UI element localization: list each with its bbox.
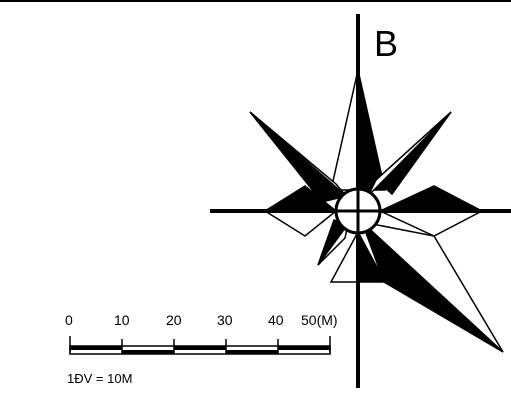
scale-segment-4-bottom <box>226 350 278 354</box>
scale-tick-label-30: 30 <box>217 312 233 328</box>
scale-bar: 0 10 20 30 40 50(M) 1ĐV = 10M <box>65 312 338 386</box>
scale-segment-3-top <box>174 346 226 350</box>
north-spike-light <box>330 69 359 191</box>
scale-tick-label-40: 40 <box>268 312 284 328</box>
north-spike-dark <box>357 69 386 191</box>
compass-rose: B <box>210 14 511 388</box>
northwest-spike-light <box>249 111 347 197</box>
northeast-spike-light <box>367 111 452 197</box>
scale-ratio-label: 1ĐV = 10M <box>67 371 132 386</box>
scale-tick-label-50m: 50(M) <box>301 312 338 328</box>
north-label: B <box>374 23 398 64</box>
southeast-spike-light <box>359 220 504 353</box>
scale-segment-1-top <box>70 346 122 350</box>
scale-segment-2-bottom <box>122 350 174 354</box>
west-arm-light <box>262 210 339 237</box>
scale-tick-label-10: 10 <box>114 312 130 328</box>
scale-segment-5-top <box>278 346 330 350</box>
scale-tick-label-20: 20 <box>166 312 182 328</box>
scale-tick-label-0: 0 <box>65 312 73 328</box>
